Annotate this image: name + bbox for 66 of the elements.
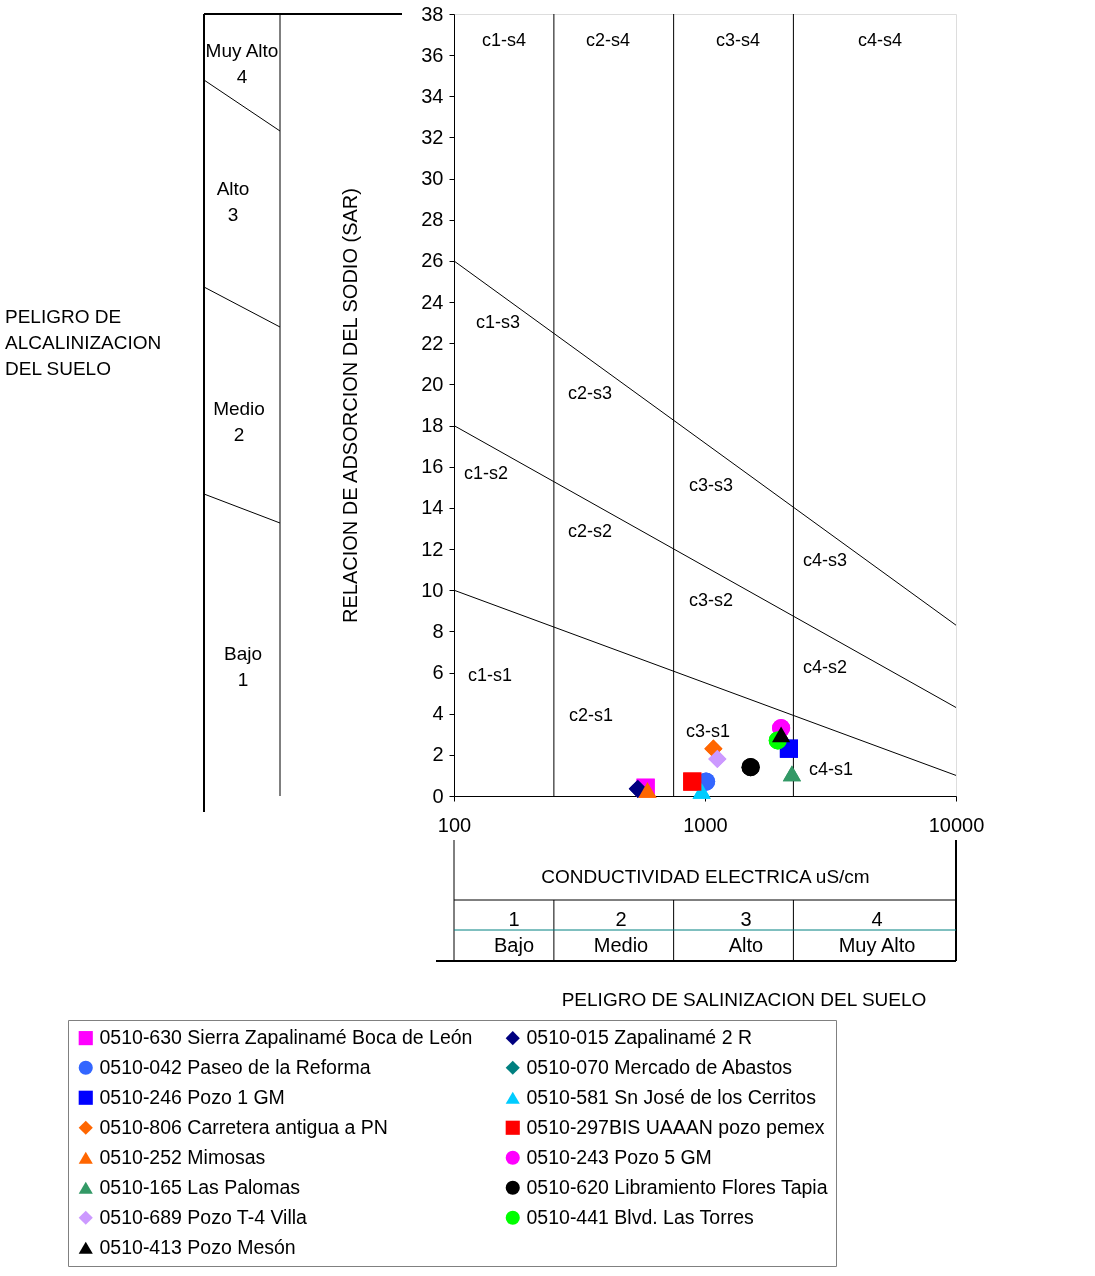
annotation: c3-s3	[688, 475, 734, 495]
y-tick-label: 4	[432, 702, 444, 725]
annotation: c1-s2	[463, 463, 509, 483]
y-tick-label: 38	[421, 2, 444, 25]
y-tick-label: 24	[421, 290, 444, 313]
legend-label: 0510-042 Paseo de la Reforma	[99, 1055, 371, 1078]
legend-label: 0510-015 Zapalinamé 2 R	[526, 1026, 752, 1049]
y-tick-label: 0	[432, 784, 444, 807]
annotation: c2-s3	[567, 383, 613, 403]
y-tick-label: 10	[421, 578, 444, 601]
annotation: c4-s3	[802, 550, 848, 570]
legend-label: 0510-246 Pozo 1 GM	[99, 1085, 285, 1108]
annotation: c3-s2	[688, 590, 734, 610]
annotation: c4-s1	[808, 759, 854, 779]
legend-label: 0510-620 Libramiento Flores Tapia	[526, 1175, 828, 1198]
text: 4 Muy Alto	[838, 908, 916, 956]
x-tick-label: 1000	[683, 813, 728, 836]
legend-label: 0510-413 Pozo Mesón	[99, 1235, 296, 1258]
text: Medio 2	[213, 398, 265, 445]
x-axis-title: CONDUCTIVIDAD ELECTRICA uS/cm	[541, 865, 870, 887]
y-tick-label: 30	[421, 167, 444, 190]
legend-label: 0510-297BIS UAAAN pozo pemex	[526, 1115, 825, 1138]
text: 2 Medio	[593, 908, 649, 956]
annotation: c2-s4	[585, 30, 631, 50]
legend-label: 0510-441 Blvd. Las Torres	[526, 1205, 755, 1228]
y-tick-label: 28	[421, 208, 444, 231]
y-tick-label: 18	[421, 414, 444, 437]
legend-label: 0510-689 Pozo T-4 Villa	[99, 1205, 308, 1228]
x-tick-label: 10000	[928, 813, 985, 836]
annotation: c1-s1	[467, 665, 513, 685]
x-tick-label: 100	[437, 813, 472, 836]
y-tick-label: 8	[432, 619, 444, 642]
y-tick-label: 26	[421, 249, 444, 272]
text: Alto 3	[216, 178, 250, 225]
legend-label: 0510-252 Mimosas	[99, 1145, 266, 1168]
y-tick-label: 12	[421, 537, 444, 560]
y-axis-title: RELACION DE ADSORCION DEL SODIO (SAR)	[339, 188, 362, 623]
y-tick-label: 20	[421, 372, 444, 395]
annotation: c2-s2	[567, 521, 613, 541]
legend-label: 0510-630 Sierra Zapalinamé Boca de León	[99, 1026, 473, 1049]
text: 1 Bajo	[493, 908, 535, 956]
legend-label: 0510-165 Las Palomas	[99, 1175, 301, 1198]
annotation: c4-s2	[802, 657, 848, 677]
y-tick-label: 32	[421, 125, 444, 148]
y-tick-label: 34	[421, 84, 444, 107]
annotation: c1-s3	[475, 312, 521, 332]
text: Muy Alto 4	[205, 40, 279, 87]
text: 3 Alto	[728, 908, 764, 956]
y-tick-label: 6	[432, 661, 444, 684]
annotation: c2-s1	[568, 705, 614, 725]
annotation: c3-s4	[715, 30, 761, 50]
legend-label: 0510-806 Carretera antigua a PN	[99, 1115, 388, 1138]
annotation: c4-s4	[857, 30, 903, 50]
text: PELIGRO DE SALINIZACION DEL SUELO	[561, 989, 927, 1010]
y-tick-label: 14	[421, 496, 444, 519]
text: Bajo 1	[223, 643, 263, 690]
y-tick-label: 36	[421, 43, 444, 66]
legend-label: 0510-070 Mercado de Abastos	[526, 1055, 793, 1078]
annotation: c3-s1	[685, 721, 731, 741]
y-tick-label: 22	[421, 331, 444, 354]
legend-label: 0510-581 Sn José de los Cerritos	[526, 1085, 817, 1108]
y-tick-label: 16	[421, 455, 444, 478]
legend-label: 0510-243 Pozo 5 GM	[526, 1145, 712, 1168]
y-tick-label: 2	[432, 743, 444, 766]
annotation: c1-s4	[481, 30, 527, 50]
text: PELIGRO DE ALCALINIZACION DEL SUELO	[5, 306, 162, 379]
